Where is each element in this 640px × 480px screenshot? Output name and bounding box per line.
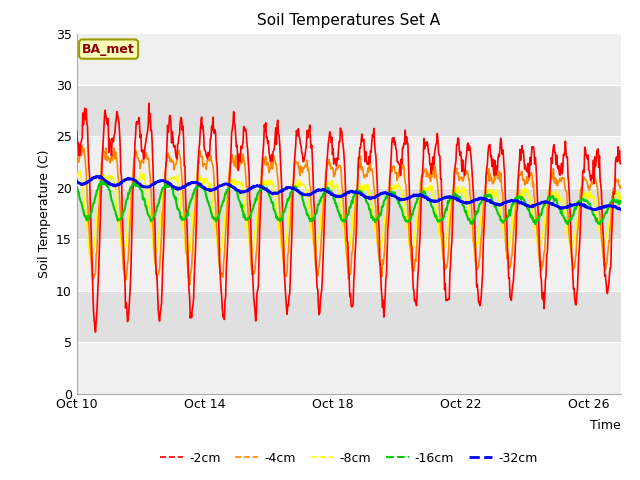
Bar	[77, 188, 621, 240]
Bar	[77, 291, 621, 342]
Title: Soil Temperatures Set A: Soil Temperatures Set A	[257, 13, 440, 28]
Legend: -2cm, -4cm, -8cm, -16cm, -32cm: -2cm, -4cm, -8cm, -16cm, -32cm	[156, 447, 542, 469]
Y-axis label: Soil Temperature (C): Soil Temperature (C)	[38, 149, 51, 278]
Text: Time: Time	[590, 419, 621, 432]
Bar	[77, 85, 621, 136]
Text: BA_met: BA_met	[82, 43, 135, 56]
